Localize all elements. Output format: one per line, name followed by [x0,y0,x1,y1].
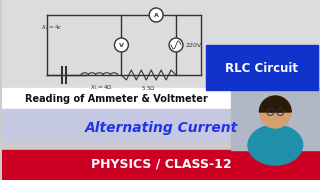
Bar [2,0,320,90]
Text: $X_L = 4\Omega$: $X_L = 4\Omega$ [90,84,113,93]
Text: $X_c=4c$: $X_c=4c$ [41,24,63,32]
Text: PHYSICS / CLASS-12: PHYSICS / CLASS-12 [91,158,231,170]
Wedge shape [260,96,291,112]
Text: 220V: 220V [186,42,202,48]
Bar [206,45,318,90]
Circle shape [169,38,183,52]
Text: Alternating Current: Alternating Current [84,121,238,135]
Ellipse shape [248,125,303,165]
Bar [2,109,320,141]
Text: V: V [119,42,124,48]
Bar [2,150,320,180]
Text: Reading of Ammeter & Voltmeter: Reading of Ammeter & Voltmeter [25,94,208,104]
Bar [2,88,231,110]
Bar [231,88,320,150]
Text: $5.5\Omega$: $5.5\Omega$ [141,84,156,92]
Text: RLC Circuit: RLC Circuit [225,62,298,75]
Circle shape [115,38,128,52]
Circle shape [149,8,163,22]
Circle shape [260,96,291,128]
Text: A: A [154,12,159,17]
